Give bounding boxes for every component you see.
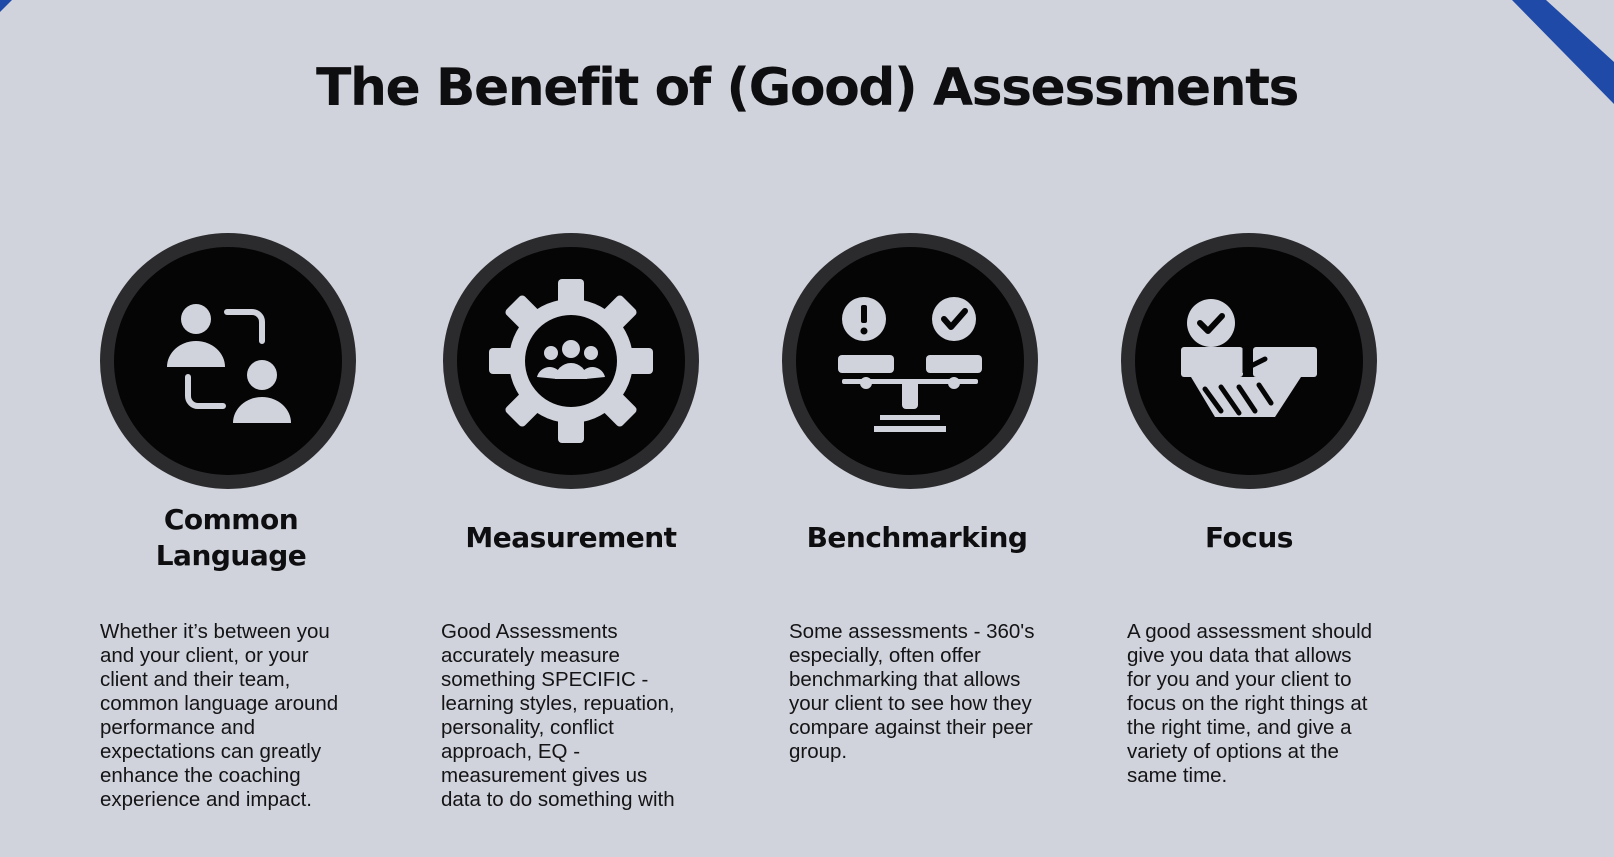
corner-accent-right	[1512, 0, 1614, 104]
card-heading-text: Common Language	[155, 503, 307, 572]
card-heading-focus: Focus	[1205, 521, 1293, 554]
card-heading-measurement: Measurement	[465, 521, 677, 554]
balance-scale-icon	[782, 233, 1038, 489]
people-exchange-icon	[100, 233, 356, 489]
card-description-benchmarking: Some assessments - 360's especially, oft…	[789, 620, 1035, 763]
corner-accent-left	[0, 0, 12, 12]
gear-team-icon	[443, 233, 699, 489]
card-description-measurement: Good Assessments accurately measure some…	[441, 620, 675, 811]
slide-title: The Benefit of (Good) Assessments	[316, 58, 1300, 118]
card-description-focus: A good assessment should give you data t…	[1127, 620, 1373, 787]
card-heading-benchmarking: Benchmarking	[806, 521, 1028, 554]
handshake-check-icon	[1121, 233, 1377, 489]
card-description-common-language: Whether it’s between you and your client…	[100, 620, 339, 811]
card-heading-common-language: Common Language	[81, 502, 381, 574]
